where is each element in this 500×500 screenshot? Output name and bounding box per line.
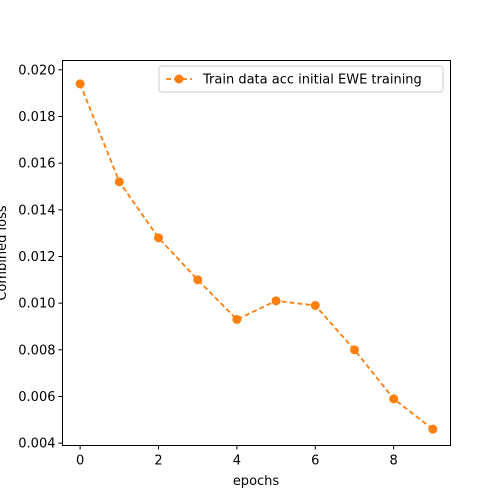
legend-marker-swatch (174, 74, 184, 84)
data-point (271, 296, 281, 306)
y-tick-label: 0.020 (18, 63, 55, 78)
x-tick-label: 6 (311, 454, 319, 469)
y-tick-label: 0.018 (18, 110, 55, 125)
x-axis-label: epochs (233, 474, 280, 489)
data-point (389, 394, 399, 404)
data-point (154, 233, 164, 243)
y-tick-label: 0.004 (18, 437, 55, 452)
legend-label: Train data acc initial EWE training (202, 73, 422, 88)
series-layer (75, 79, 438, 434)
x-tick-label: 4 (233, 454, 241, 469)
plot-area-frame (62, 60, 451, 446)
y-tick-label: 0.010 (18, 297, 55, 312)
y-axis-ticks: 0.004 0.006 0.008 0.010 0.012 0.014 0.016 0.018… (18, 63, 63, 452)
data-point (349, 345, 359, 355)
y-tick-label: 0.008 (18, 343, 55, 358)
data-point (310, 301, 320, 310)
y-tick-label: 0.012 (18, 250, 55, 265)
x-tick-label: 2 (154, 454, 162, 469)
data-point (232, 315, 242, 324)
data-point (428, 424, 438, 434)
legend: Train data acc initial EWE training (158, 65, 444, 93)
data-point (114, 177, 124, 187)
legend-box (158, 65, 444, 93)
series-line (79, 83, 434, 430)
x-axis-ticks: 0 2 4 6 8 (76, 445, 398, 469)
data-point (193, 275, 203, 285)
x-tick-label: 0 (76, 454, 84, 469)
y-tick-label: 0.006 (18, 390, 55, 405)
y-tick-label: 0.014 (18, 203, 55, 218)
data-point (75, 79, 85, 89)
x-tick-label: 8 (390, 454, 398, 469)
y-axis-label: Combined loss (0, 205, 10, 301)
y-tick-label: 0.016 (18, 157, 55, 172)
